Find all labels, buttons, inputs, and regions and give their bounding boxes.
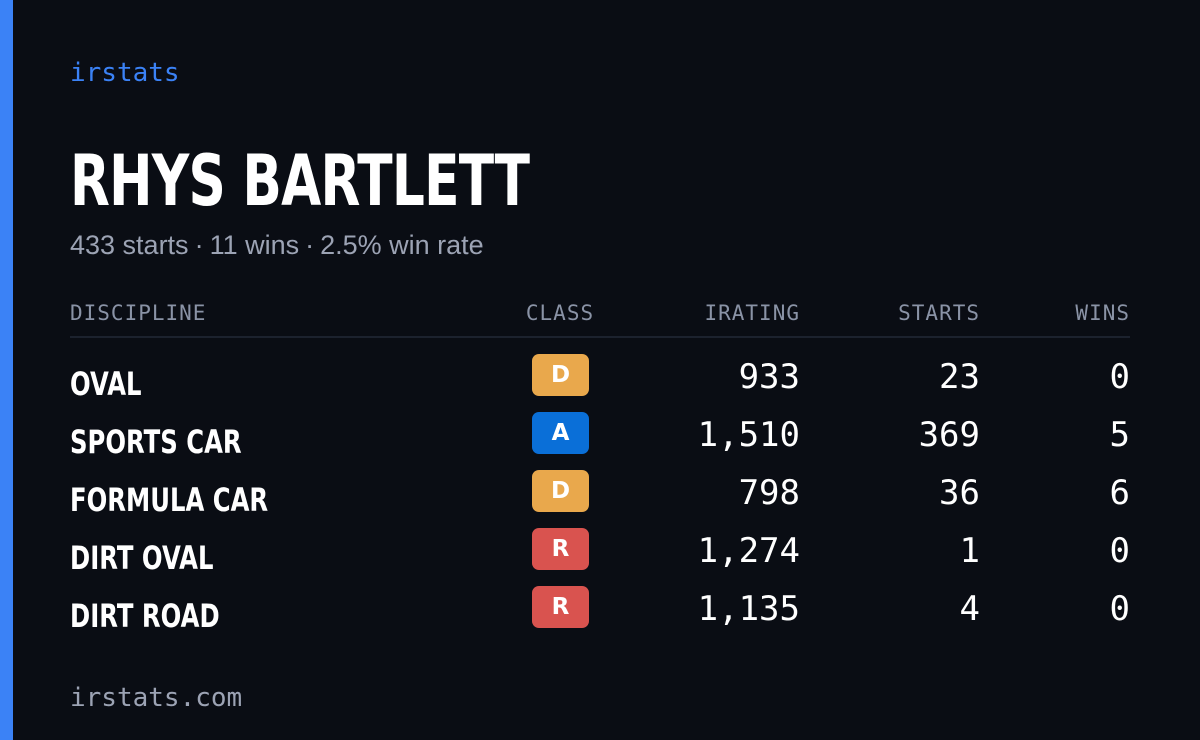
starts-count: 433 starts [70,230,189,260]
irating-value: 933 [738,357,800,397]
header-irating: IRATING [704,301,800,325]
header-divider [70,336,1130,338]
accent-bar [0,0,13,740]
class-badge: A [532,412,589,454]
irating-value: 1,274 [697,531,800,571]
wins-value: 0 [1109,357,1130,397]
header-wins: WINS [1075,301,1130,325]
discipline-name: DIRT OVAL [70,539,214,577]
class-badge: D [532,354,589,396]
wins-value: 0 [1109,531,1130,571]
driver-name: RHYS BARTLETT [70,140,530,222]
driver-summary: 433 starts · 11 wins · 2.5% win rate [70,228,484,262]
discipline-name: SPORTS CAR [70,423,242,461]
discipline-name: OVAL [70,365,142,403]
class-badge: R [532,528,589,570]
class-badge: D [532,470,589,512]
separator: · [194,230,204,260]
table-row: OVAL D 933 23 0 [0,354,1200,412]
starts-value: 36 [939,473,980,513]
separator: · [305,230,315,260]
starts-value: 1 [959,531,980,571]
discipline-name: DIRT ROAD [70,597,220,635]
starts-value: 23 [939,357,980,397]
header-discipline: DISCIPLINE [70,301,207,325]
table-row: FORMULA CAR D 798 36 6 [0,470,1200,528]
irating-value: 1,510 [697,415,800,455]
discipline-name: FORMULA CAR [70,481,269,519]
header-starts: STARTS [898,301,980,325]
wins-value: 5 [1109,415,1130,455]
win-rate: 2.5% win rate [320,230,484,260]
header-class: CLASS [525,301,595,325]
class-badge: R [532,586,589,628]
table-row: DIRT ROAD R 1,135 4 0 [0,586,1200,644]
wins-count: 11 wins [209,230,300,260]
table-row: SPORTS CAR A 1,510 369 5 [0,412,1200,470]
wins-value: 0 [1109,589,1130,629]
starts-value: 4 [959,589,980,629]
wins-value: 6 [1109,473,1130,513]
irating-value: 1,135 [697,589,800,629]
brand-logo-text: irstats [70,58,180,88]
irating-value: 798 [738,473,800,513]
starts-value: 369 [918,415,980,455]
footer-site-url: irstats.com [70,683,243,713]
table-row: DIRT OVAL R 1,274 1 0 [0,528,1200,586]
